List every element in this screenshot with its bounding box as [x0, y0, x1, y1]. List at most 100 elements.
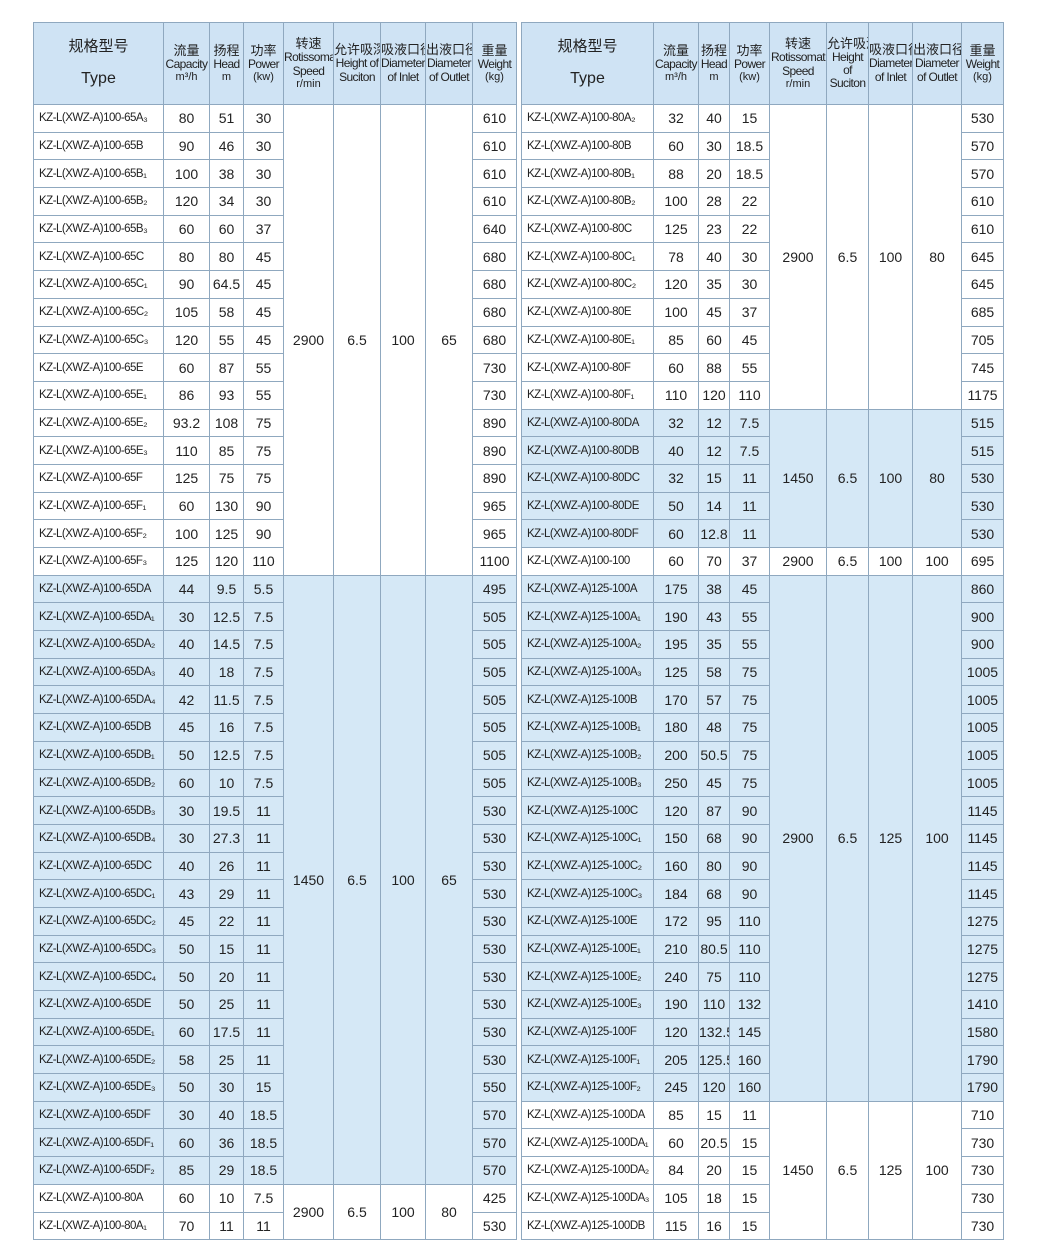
power-cell: 45 — [729, 574, 770, 604]
type-cell: KZ-L(XWZ-A)100-65DB — [33, 713, 164, 742]
capacity-cell: 60 — [163, 353, 210, 382]
capacity-cell: 105 — [163, 297, 210, 327]
weight-cell: 530 — [472, 851, 517, 881]
type-cell: KZ-L(XWZ-A)100-65B₃ — [33, 214, 164, 244]
power-cell: 11 — [729, 519, 770, 548]
power-cell: 7.5 — [729, 408, 770, 438]
capacity-cell: 60 — [163, 214, 210, 244]
power-cell: 7.5 — [243, 630, 284, 659]
weight-cell: 505 — [472, 657, 517, 687]
head-cell: 75 — [209, 463, 244, 493]
type-cell: KZ-L(XWZ-A)125-100DA — [521, 1100, 654, 1130]
power-cell: 11 — [243, 823, 284, 853]
power-cell: 37 — [729, 297, 770, 327]
weight-cell: 890 — [472, 436, 517, 465]
type-cell: KZ-L(XWZ-A)125-100DA₂ — [521, 1156, 654, 1185]
data-row: KZ-L(XWZ-A)100-65A₃ 80 51 30 2900 6.5 100 65 610 — [33, 104, 517, 576]
weight-cell: 695 — [961, 547, 1004, 576]
capacity-cell: 60 — [653, 131, 699, 161]
power-cell: 11 — [243, 796, 284, 825]
head-cell: 58 — [209, 297, 244, 327]
head-cell: 28 — [698, 187, 730, 216]
power-cell: 11 — [243, 851, 284, 881]
capacity-cell: 200 — [653, 740, 699, 770]
weight-cell: 530 — [472, 1017, 517, 1047]
header-unit: r/min — [296, 77, 321, 90]
head-cell: 30 — [698, 131, 730, 161]
capacity-cell: 30 — [163, 796, 210, 825]
weight-cell: 530 — [472, 906, 517, 936]
capacity-cell: 60 — [163, 1017, 210, 1047]
power-cell: 75 — [729, 657, 770, 687]
header-cell: 扬程 Head m — [209, 22, 244, 105]
head-cell: 15 — [698, 1100, 730, 1130]
head-cell: 17.5 — [209, 1017, 244, 1047]
power-cell: 75 — [243, 408, 284, 438]
type-cell: KZ-L(XWZ-A)125-100F — [521, 1017, 654, 1047]
type-cell: KZ-L(XWZ-A)100-65DC — [33, 851, 164, 881]
power-cell: 90 — [729, 823, 770, 853]
header-unit: (kg) — [485, 71, 504, 84]
header-cell: 流量 Capacity m³/h — [163, 22, 210, 105]
data-row: KZ-L(XWZ-A)100-100 60 70 37 2900 6.5 100 100 695 — [521, 547, 1004, 576]
type-cell: KZ-L(XWZ-A)100-65DF₂ — [33, 1156, 164, 1185]
head-cell: 50.5 — [698, 740, 730, 770]
power-cell: 11 — [243, 906, 284, 936]
power-cell: 45 — [243, 270, 284, 299]
type-cell: KZ-L(XWZ-A)100-65C₂ — [33, 297, 164, 327]
power-cell: 30 — [729, 242, 770, 272]
capacity-cell: 60 — [653, 353, 699, 382]
type-cell: KZ-L(XWZ-A)100-65DE₁ — [33, 1017, 164, 1047]
capacity-cell: 150 — [653, 823, 699, 853]
head-cell: 29 — [209, 879, 244, 908]
type-cell: KZ-L(XWZ-A)125-100DA₁ — [521, 1128, 654, 1158]
type-cell: KZ-L(XWZ-A)100-65E₃ — [33, 436, 164, 465]
power-cell: 11 — [243, 1017, 284, 1047]
header-zh: 扬程 — [700, 42, 727, 58]
capacity-cell: 170 — [653, 685, 699, 715]
power-cell: 145 — [729, 1017, 770, 1047]
head-cell: 88 — [698, 353, 730, 382]
capacity-cell: 125 — [653, 214, 699, 244]
head-cell: 16 — [698, 1211, 730, 1241]
power-cell: 11 — [243, 962, 284, 991]
type-cell: KZ-L(XWZ-A)125-100A₃ — [521, 657, 654, 687]
header-zh: 流量 — [662, 42, 689, 58]
capacity-cell: 195 — [653, 630, 699, 659]
head-cell: 25 — [209, 990, 244, 1019]
head-cell: 132.5 — [698, 1017, 730, 1047]
head-cell: 51 — [209, 104, 244, 133]
head-cell: 11.5 — [209, 685, 244, 715]
weight-cell: 610 — [472, 187, 517, 216]
type-cell: KZ-L(XWZ-A)100-65DA₁ — [33, 602, 164, 632]
inlet-cell: 100 — [380, 104, 426, 576]
data-row: KZ-L(XWZ-A)100-80A₂ 32 40 15 2900 6.5 100 80 530 — [521, 104, 1004, 410]
weight-cell: 570 — [961, 131, 1004, 161]
power-cell: 18.5 — [243, 1100, 284, 1130]
weight-cell: 610 — [961, 214, 1004, 244]
head-cell: 22 — [209, 906, 244, 936]
head-cell: 60 — [209, 214, 244, 244]
type-cell: KZ-L(XWZ-A)100-65DF — [33, 1100, 164, 1130]
inlet-cell: 100 — [868, 408, 913, 549]
head-cell: 68 — [698, 823, 730, 853]
header-cell: 功率 Power (kw) — [729, 22, 770, 105]
speed-cell: 1450 — [283, 574, 334, 1185]
type-cell: KZ-L(XWZ-A)100-80A₂ — [521, 104, 654, 133]
weight-cell: 705 — [961, 325, 1004, 355]
type-cell: KZ-L(XWZ-A)125-100C — [521, 796, 654, 825]
power-cell: 90 — [729, 879, 770, 908]
capacity-cell: 120 — [653, 1017, 699, 1047]
power-cell: 7.5 — [243, 1183, 284, 1213]
type-cell: KZ-L(XWZ-A)125-100C₁ — [521, 823, 654, 853]
capacity-cell: 105 — [653, 1183, 699, 1213]
head-cell: 80 — [698, 851, 730, 881]
capacity-cell: 30 — [163, 1100, 210, 1130]
type-cell: KZ-L(XWZ-A)100-80E₁ — [521, 325, 654, 355]
type-cell: KZ-L(XWZ-A)125-100E₂ — [521, 962, 654, 991]
power-cell: 37 — [243, 214, 284, 244]
type-cell: KZ-L(XWZ-A)125-100B₂ — [521, 740, 654, 770]
weight-cell: 680 — [472, 325, 517, 355]
